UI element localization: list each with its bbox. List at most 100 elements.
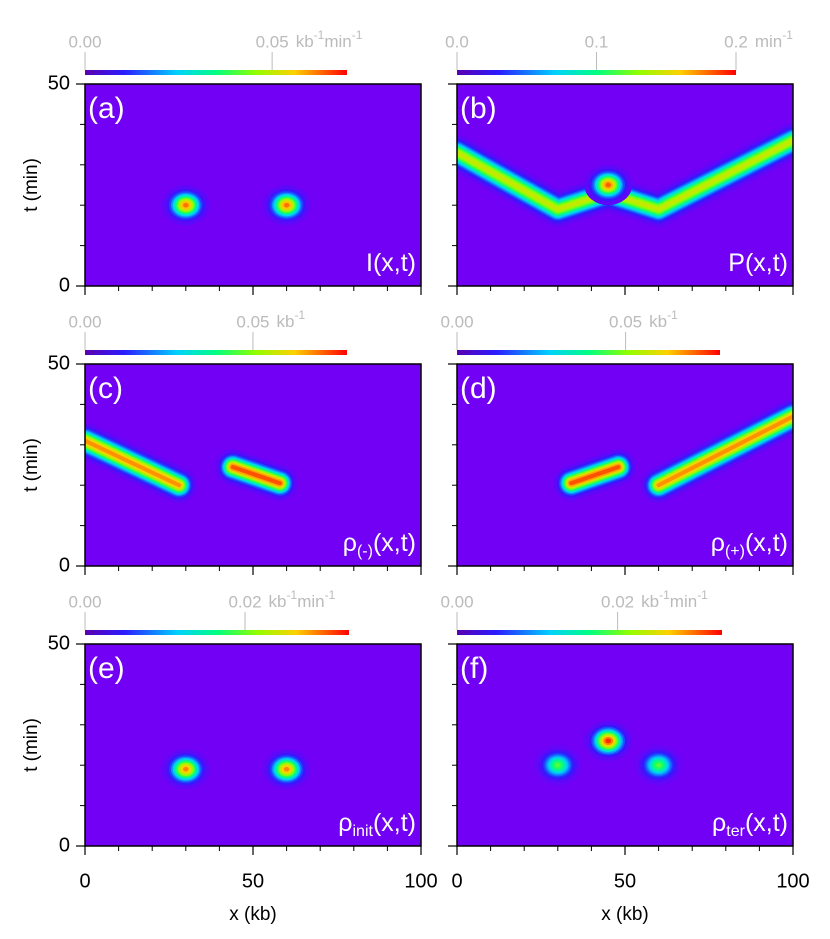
x-tick-label: 100 (404, 870, 437, 892)
ridge (215, 449, 298, 501)
colorbar (85, 70, 347, 75)
y-tick-label: 0 (59, 554, 70, 576)
panel-label: (a) (88, 92, 125, 125)
colorbar (85, 350, 347, 355)
unit-superscript: -1 (325, 588, 336, 602)
colorbar-tick-label: 0.00 (68, 312, 101, 331)
function-label: ρ(+)(x,t) (711, 529, 788, 561)
unit-base: min (670, 592, 697, 611)
colorbar (457, 70, 736, 75)
peak-level (655, 762, 662, 768)
peak (634, 745, 683, 786)
function-label: I(x,t) (366, 249, 416, 277)
unit-base: kb (269, 592, 287, 611)
unit-base: min (297, 592, 324, 611)
x-tick-label: 50 (242, 870, 264, 892)
unit-superscript: -1 (294, 308, 305, 322)
unit-superscript: -1 (287, 588, 298, 602)
colorbar-tick-label: 0.00 (440, 592, 473, 611)
panel-label: (d) (460, 372, 497, 405)
peak-level (283, 766, 290, 772)
colorbar (457, 630, 722, 635)
heatmap-background (85, 644, 421, 846)
unit-base: kb (296, 32, 314, 51)
heatmap (457, 644, 793, 846)
function-args: (x,t) (373, 809, 416, 837)
peak-level (183, 202, 189, 208)
unit-superscript: -1 (697, 588, 708, 602)
function-main: ρ (338, 809, 352, 837)
unit-base: kb (649, 312, 667, 331)
colorbar-unit: kb-1 (649, 308, 678, 331)
colorbar-unit: kb-1min-1 (296, 28, 363, 51)
function-main: ρ (712, 809, 726, 837)
peak-level (183, 766, 189, 772)
peak-level (605, 738, 611, 744)
x-tick-label: 100 (776, 870, 809, 892)
heatmap (457, 84, 793, 286)
peak (262, 185, 311, 226)
heatmap (85, 364, 421, 566)
function-subscript: (-) (357, 543, 373, 560)
ridge (85, 423, 197, 503)
unit-superscript: -1 (352, 28, 363, 42)
colorbar-tick-label: 0.02 (228, 592, 261, 611)
function-main: I(x,t) (366, 249, 416, 277)
function-main: ρ (711, 529, 725, 557)
y-axis-label: t (min) (21, 158, 42, 212)
heatmap-background (85, 84, 421, 286)
function-label: P(x,t) (728, 249, 788, 277)
peak (161, 749, 210, 790)
unit-superscript: -1 (667, 308, 678, 322)
y-tick-label: 0 (59, 274, 70, 296)
x-axis-label: x (kb) (601, 904, 649, 925)
peak-level (605, 182, 611, 188)
y-tick-label: 0 (59, 834, 70, 856)
peak (161, 185, 210, 226)
x-tick-label: 0 (79, 870, 90, 892)
unit-base: min (755, 32, 782, 51)
unit-base: kb (641, 592, 659, 611)
unit-base: min (324, 32, 351, 51)
y-tick-label: 50 (48, 352, 70, 374)
colorbar-tick-label: 0.02 (601, 592, 634, 611)
colorbar-tick-label: 0.0 (445, 32, 469, 51)
peak (533, 745, 582, 786)
function-subscript: (+) (725, 543, 745, 560)
ridge (640, 398, 793, 503)
ridge-level (569, 464, 621, 486)
colorbar-unit: kb-1min-1 (641, 588, 708, 611)
unit-superscript: -1 (659, 588, 670, 602)
function-args: (x,t) (373, 529, 416, 557)
function-subscript: ter (726, 823, 745, 840)
function-label: ρinit(x,t) (338, 809, 416, 841)
peak (262, 749, 311, 790)
colorbar-tick-label: 0.05 (609, 312, 642, 331)
ridge (553, 449, 636, 501)
colorbar-tick-label: 0.00 (68, 32, 101, 51)
colorbar-tick-label: 0.00 (68, 592, 101, 611)
heatmap (85, 644, 421, 846)
x-tick-label: 50 (614, 870, 636, 892)
x-axis-label: x (kb) (229, 904, 277, 925)
unit-superscript: -1 (314, 28, 325, 42)
function-args: (x,t) (745, 529, 788, 557)
colorbar-unit: kb-1min-1 (269, 588, 336, 611)
y-axis-label: t (min) (21, 438, 42, 492)
colorbar-tick-label: 0.05 (236, 312, 269, 331)
y-axis-label: t (min) (21, 718, 42, 772)
colorbar-tick-label: 0.1 (585, 32, 609, 51)
colorbar-tick-label: 0.05 (256, 32, 289, 51)
colorbar-unit: kb-1 (276, 308, 305, 331)
peak (584, 720, 633, 762)
ridge-level (656, 414, 793, 488)
panel-label: (e) (88, 652, 125, 685)
function-label: ρter(x,t) (712, 809, 788, 841)
ridge-level (230, 464, 282, 486)
colorbar (457, 350, 720, 355)
function-subscript: init (353, 823, 374, 840)
panel-label: (f) (460, 652, 488, 685)
heatmap (457, 364, 793, 566)
